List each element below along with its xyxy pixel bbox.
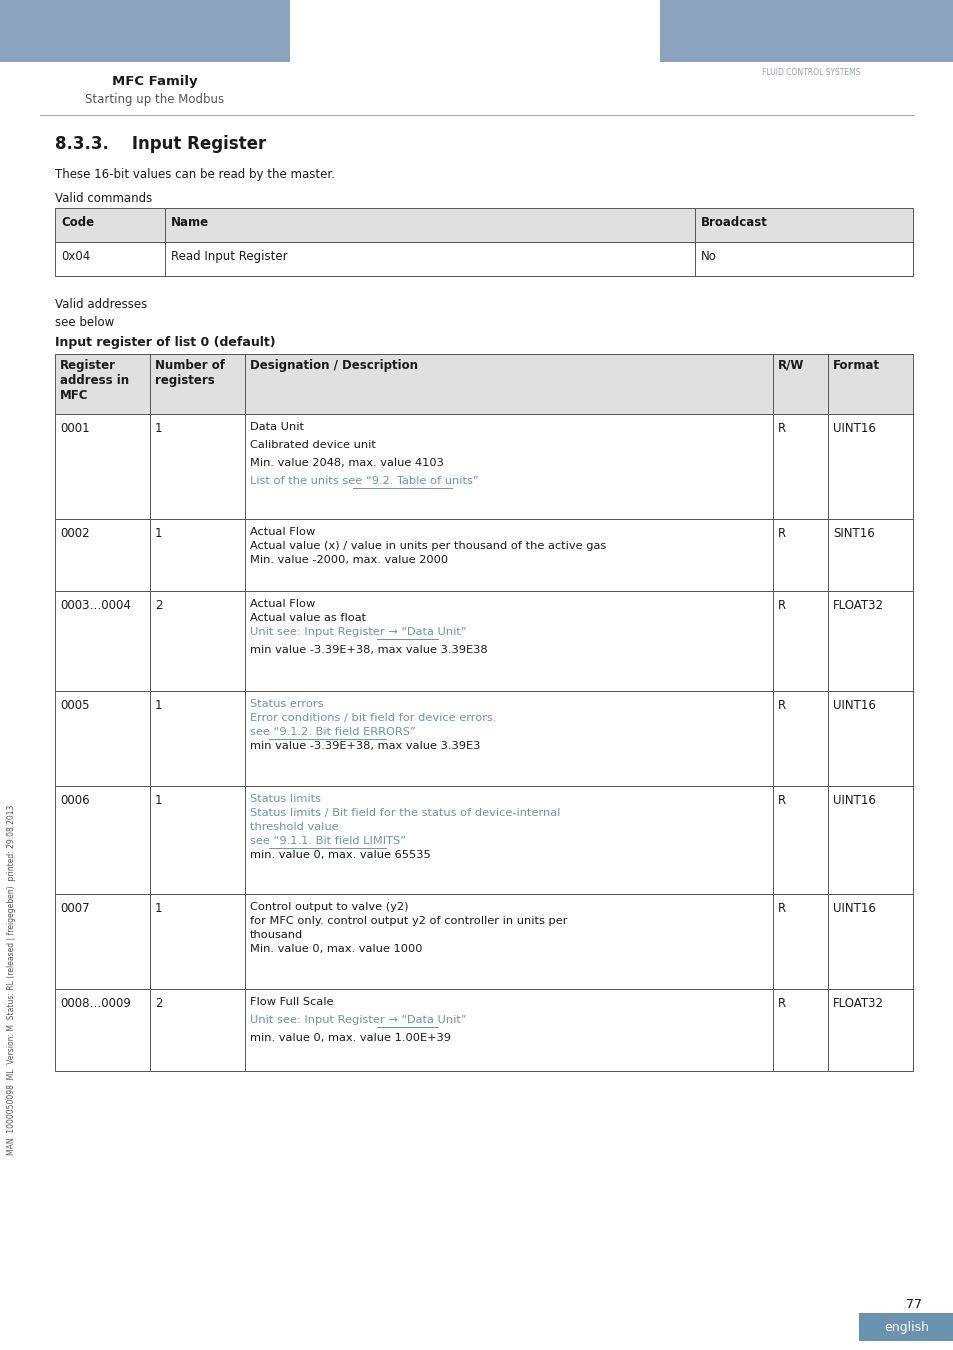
Text: see “9.1.1. Bit field LIMITS”: see “9.1.1. Bit field LIMITS” <box>250 836 406 846</box>
Bar <box>55 894 912 990</box>
Bar <box>55 518 912 591</box>
Text: Actual value (x) / value in units per thousand of the active gas: Actual value (x) / value in units per th… <box>250 541 605 551</box>
Text: 1: 1 <box>154 699 162 711</box>
Text: thousand: thousand <box>250 930 303 940</box>
Text: Number of
registers: Number of registers <box>154 359 225 387</box>
Text: Calibrated device unit: Calibrated device unit <box>250 440 375 450</box>
Text: 1: 1 <box>154 423 162 435</box>
Text: 8.3.3.    Input Register: 8.3.3. Input Register <box>55 135 266 153</box>
Text: SINT16: SINT16 <box>832 526 874 540</box>
Text: Valid commands: Valid commands <box>55 192 152 205</box>
Text: 2: 2 <box>154 998 162 1010</box>
Text: threshold value: threshold value <box>250 822 338 832</box>
Text: Broadcast: Broadcast <box>700 216 767 230</box>
Text: Min. value 0, max. value 1000: Min. value 0, max. value 1000 <box>250 944 422 954</box>
Text: min. value 0, max. value 65535: min. value 0, max. value 65535 <box>250 850 431 860</box>
Text: Actual value as float: Actual value as float <box>250 613 366 622</box>
Text: 1: 1 <box>154 902 162 915</box>
Bar <box>55 354 912 414</box>
Bar <box>729 47 766 51</box>
Bar <box>858 1314 953 1341</box>
Text: 77: 77 <box>905 1297 921 1311</box>
Text: 0003…0004: 0003…0004 <box>60 599 131 612</box>
Text: english: english <box>883 1320 928 1334</box>
Text: Status errors: Status errors <box>250 699 323 709</box>
Text: 0007: 0007 <box>60 902 90 915</box>
Bar <box>55 208 912 242</box>
Text: MAN  1000050098  ML  Version: M  Status: RL (released | freigegeben)  printed: 2: MAN 1000050098 ML Version: M Status: RL … <box>8 805 16 1156</box>
Text: Format: Format <box>832 359 880 373</box>
Bar <box>729 38 737 43</box>
Text: 0008…0009: 0008…0009 <box>60 998 131 1010</box>
Text: These 16-bit values can be read by the master.: These 16-bit values can be read by the m… <box>55 167 335 181</box>
Text: UINT16: UINT16 <box>832 794 875 807</box>
Text: UINT16: UINT16 <box>832 699 875 711</box>
Bar <box>55 786 912 894</box>
Text: see “9.1.2. Bit field ERRORS”: see “9.1.2. Bit field ERRORS” <box>250 728 416 737</box>
Text: 1: 1 <box>154 794 162 807</box>
Text: Status limits / Bit field for the status of device-internal: Status limits / Bit field for the status… <box>250 809 559 818</box>
Text: 2: 2 <box>154 599 162 612</box>
Text: R: R <box>778 998 785 1010</box>
Text: 0002: 0002 <box>60 526 90 540</box>
Text: Min. value 2048, max. value 4103: Min. value 2048, max. value 4103 <box>250 458 443 468</box>
Text: 0005: 0005 <box>60 699 90 711</box>
Text: bürkert: bürkert <box>760 42 864 66</box>
Text: FLOAT32: FLOAT32 <box>832 998 883 1010</box>
Text: min value -3.39E+38, max value 3.39E3: min value -3.39E+38, max value 3.39E3 <box>250 741 480 751</box>
Bar <box>55 414 912 518</box>
Bar <box>740 38 746 43</box>
Text: R: R <box>778 902 785 915</box>
Text: Input register of list 0 (default): Input register of list 0 (default) <box>55 336 275 350</box>
Bar <box>55 691 912 786</box>
Bar <box>659 0 953 62</box>
Text: R/W: R/W <box>778 359 803 373</box>
Text: Valid addresses: Valid addresses <box>55 298 147 311</box>
Text: min value -3.39E+38, max value 3.39E38: min value -3.39E+38, max value 3.39E38 <box>250 645 487 655</box>
Text: Code: Code <box>61 216 94 230</box>
Text: Error conditions / bit field for device errors.: Error conditions / bit field for device … <box>250 713 496 724</box>
Text: Min. value -2000, max. value 2000: Min. value -2000, max. value 2000 <box>250 555 448 566</box>
Text: min. value 0, max. value 1.00E+39: min. value 0, max. value 1.00E+39 <box>250 1033 451 1044</box>
Text: Flow Full Scale: Flow Full Scale <box>250 998 334 1007</box>
Text: Actual Flow: Actual Flow <box>250 526 314 537</box>
Text: Read Input Register: Read Input Register <box>171 250 287 263</box>
Text: 0x04: 0x04 <box>61 250 91 263</box>
Text: Status limits: Status limits <box>250 794 320 805</box>
Text: see below: see below <box>55 316 114 329</box>
Bar <box>749 38 757 43</box>
Text: R: R <box>778 423 785 435</box>
Text: List of the units see “9.2. Table of units”: List of the units see “9.2. Table of uni… <box>250 477 478 486</box>
Text: Name: Name <box>171 216 209 230</box>
Text: 0001: 0001 <box>60 423 90 435</box>
Text: Unit see: Input Register → “Data Unit”: Unit see: Input Register → “Data Unit” <box>250 1015 466 1025</box>
Bar <box>55 591 912 691</box>
Text: Actual Flow: Actual Flow <box>250 599 314 609</box>
Text: FLUID CONTROL SYSTEMS: FLUID CONTROL SYSTEMS <box>761 68 860 77</box>
Text: R: R <box>778 599 785 612</box>
Text: No: No <box>700 250 716 263</box>
Text: R: R <box>778 526 785 540</box>
Text: Designation / Description: Designation / Description <box>250 359 417 373</box>
Text: 1: 1 <box>154 526 162 540</box>
Bar <box>0 0 290 62</box>
Text: FLOAT32: FLOAT32 <box>832 599 883 612</box>
Text: for MFC only. control output y2 of controller in units per: for MFC only. control output y2 of contr… <box>250 917 567 926</box>
Text: MFC Family: MFC Family <box>112 76 197 88</box>
Text: Control output to valve (y2): Control output to valve (y2) <box>250 902 408 913</box>
Text: UINT16: UINT16 <box>832 902 875 915</box>
Bar <box>55 990 912 1071</box>
Text: R: R <box>778 794 785 807</box>
Text: UINT16: UINT16 <box>832 423 875 435</box>
Text: 0006: 0006 <box>60 794 90 807</box>
Text: Data Unit: Data Unit <box>250 423 304 432</box>
Text: Unit see: Input Register → “Data Unit”: Unit see: Input Register → “Data Unit” <box>250 626 466 637</box>
Text: Starting up the Modbus: Starting up the Modbus <box>86 93 224 107</box>
Text: R: R <box>778 699 785 711</box>
Text: Register
address in
MFC: Register address in MFC <box>60 359 129 402</box>
Bar <box>55 242 912 275</box>
